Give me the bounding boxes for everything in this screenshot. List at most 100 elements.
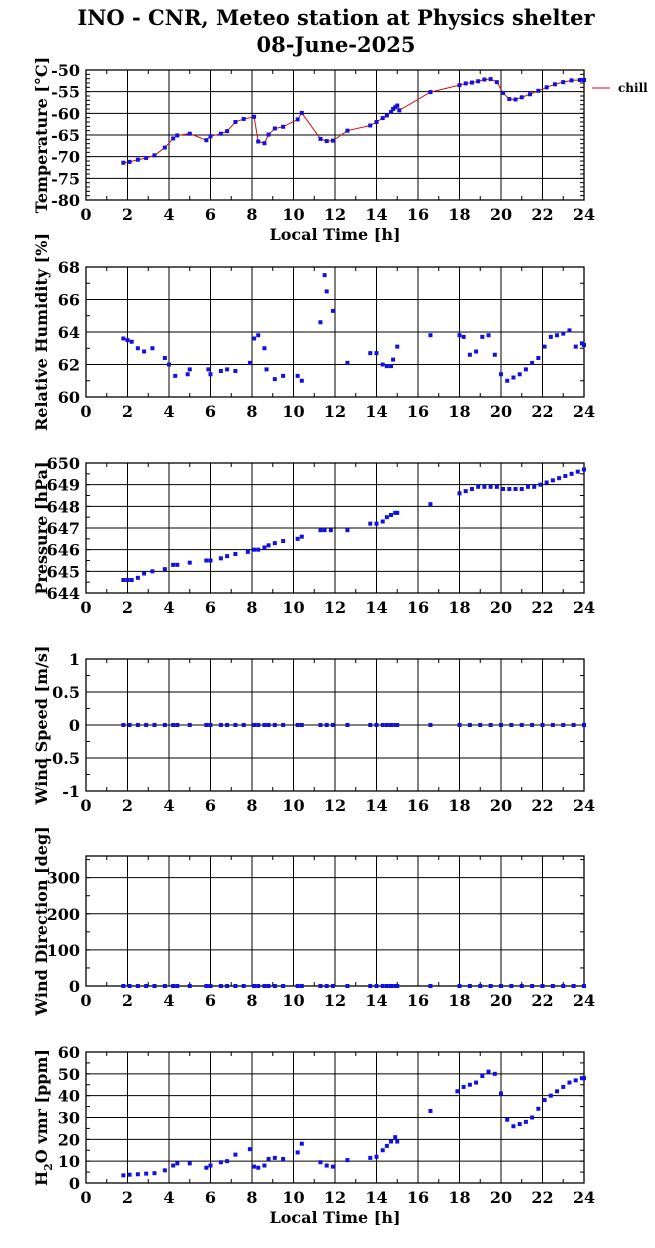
- data-point: [187, 367, 192, 372]
- data-point: [374, 351, 379, 356]
- data-point: [233, 984, 238, 988]
- y-axis-label: Temperature [°C]: [32, 57, 51, 213]
- data-point: [125, 338, 130, 343]
- data-point: [299, 378, 304, 383]
- data-point: [492, 1071, 497, 1076]
- data-point: [256, 723, 261, 727]
- x-tick-label: 16: [407, 991, 429, 1010]
- x-tick-label: 18: [448, 205, 470, 224]
- data-point: [478, 984, 483, 988]
- x-tick-label: 14: [365, 991, 387, 1010]
- data-point: [579, 1076, 584, 1081]
- data-point: [121, 336, 126, 341]
- data-point: [175, 133, 180, 138]
- data-point: [488, 723, 493, 727]
- data-point: [295, 536, 300, 541]
- data-point: [517, 372, 522, 377]
- data-point: [330, 308, 335, 313]
- x-tick-label: 0: [80, 402, 91, 421]
- y-tick-label: 1: [69, 650, 80, 669]
- x-tick-label: 12: [324, 402, 346, 421]
- data-point: [384, 364, 389, 369]
- data-point: [204, 138, 209, 143]
- x-tick-label: 18: [448, 598, 470, 617]
- data-point: [575, 469, 580, 474]
- data-point: [393, 984, 398, 988]
- data-point: [318, 1160, 323, 1165]
- data-point: [368, 1155, 373, 1160]
- data-point: [384, 113, 389, 118]
- x-tick-label: 6: [205, 598, 216, 617]
- x-tick-label: 10: [282, 205, 304, 224]
- data-point: [127, 1172, 132, 1177]
- data-point: [571, 723, 576, 727]
- data-point: [499, 984, 503, 988]
- data-point: [540, 723, 545, 727]
- data-point: [345, 984, 350, 988]
- data-point: [389, 1139, 394, 1144]
- data-point: [519, 95, 524, 100]
- data-point: [167, 362, 171, 367]
- data-point: [225, 129, 230, 134]
- data-point: [384, 723, 389, 727]
- x-tick-label: 10: [282, 402, 304, 421]
- data-point: [544, 480, 549, 485]
- data-point: [162, 356, 167, 360]
- data-point: [488, 484, 493, 489]
- data-point: [507, 487, 512, 491]
- y-tick-label: 650: [47, 454, 80, 473]
- data-point: [397, 108, 402, 113]
- data-point: [295, 1150, 300, 1155]
- data-point: [582, 343, 586, 347]
- data-point: [517, 1122, 522, 1127]
- data-point: [272, 541, 277, 546]
- data-point: [486, 333, 491, 338]
- data-point: [266, 543, 271, 548]
- panel-humidity: 0 2 4 6 8 10 12 14 16 18 20 22 246062646668Relative …: [32, 233, 595, 431]
- data-point: [256, 547, 261, 552]
- x-tick-label: 2: [122, 205, 133, 224]
- y-tick-label: -70: [51, 148, 80, 167]
- data-point: [505, 378, 510, 383]
- data-point: [393, 1135, 398, 1140]
- data-point: [428, 333, 433, 338]
- data-point: [324, 984, 329, 988]
- x-tick-label: 18: [448, 796, 470, 815]
- data-point: [519, 984, 524, 988]
- data-point: [262, 141, 267, 146]
- data-point: [494, 80, 499, 85]
- data-point: [218, 984, 223, 988]
- data-point: [187, 984, 192, 988]
- data-point: [218, 556, 223, 561]
- data-point: [536, 88, 541, 93]
- data-point: [144, 984, 149, 988]
- data-point: [127, 984, 132, 988]
- x-tick-label: 10: [282, 991, 304, 1010]
- x-tick-label: 22: [531, 796, 553, 815]
- data-point: [555, 333, 560, 338]
- data-point: [509, 723, 514, 727]
- data-point: [252, 547, 257, 552]
- x-tick-label: 16: [407, 796, 429, 815]
- data-point: [513, 487, 518, 491]
- data-point: [330, 138, 335, 143]
- y-axis-label: Wind Speed [m/s]: [32, 646, 51, 806]
- x-tick-label: 22: [531, 598, 553, 617]
- data-point: [457, 984, 462, 988]
- x-tick-label: 8: [246, 1188, 257, 1207]
- data-point: [187, 1161, 192, 1166]
- data-point: [252, 336, 257, 341]
- chart-title: INO - CNR, Meteo station at Physics shel…: [77, 5, 595, 30]
- data-point: [187, 560, 192, 565]
- data-point: [135, 984, 140, 988]
- data-point: [322, 273, 327, 278]
- data-point: [505, 1117, 510, 1122]
- y-tick-label: 647: [47, 519, 80, 538]
- data-point: [391, 357, 396, 362]
- data-point: [272, 126, 277, 131]
- data-point: [324, 723, 329, 727]
- x-tick-label: 12: [324, 598, 346, 617]
- data-point: [469, 80, 474, 85]
- data-point: [482, 484, 487, 489]
